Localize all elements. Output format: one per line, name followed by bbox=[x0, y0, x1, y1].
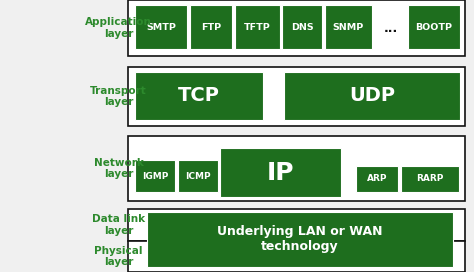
FancyBboxPatch shape bbox=[284, 72, 460, 120]
FancyBboxPatch shape bbox=[128, 67, 465, 126]
FancyBboxPatch shape bbox=[135, 5, 187, 49]
Text: SMTP: SMTP bbox=[146, 23, 176, 32]
FancyBboxPatch shape bbox=[128, 241, 465, 272]
Text: ...: ... bbox=[384, 21, 398, 35]
FancyBboxPatch shape bbox=[408, 5, 460, 49]
FancyBboxPatch shape bbox=[282, 5, 322, 49]
Text: FTP: FTP bbox=[201, 23, 221, 32]
Text: IGMP: IGMP bbox=[142, 172, 168, 181]
Text: TCP: TCP bbox=[178, 86, 220, 105]
Text: ARP: ARP bbox=[366, 174, 387, 183]
FancyBboxPatch shape bbox=[178, 160, 218, 192]
Text: Network
layer: Network layer bbox=[93, 158, 144, 180]
FancyBboxPatch shape bbox=[220, 148, 341, 197]
Text: Application
layer: Application layer bbox=[85, 17, 152, 39]
FancyBboxPatch shape bbox=[135, 160, 175, 192]
Text: UDP: UDP bbox=[349, 86, 395, 105]
FancyBboxPatch shape bbox=[325, 5, 372, 49]
Text: BOOTP: BOOTP bbox=[415, 23, 452, 32]
Text: IP: IP bbox=[267, 161, 295, 185]
FancyBboxPatch shape bbox=[401, 166, 459, 192]
FancyBboxPatch shape bbox=[128, 136, 465, 201]
Text: ICMP: ICMP bbox=[185, 172, 211, 181]
FancyBboxPatch shape bbox=[356, 166, 398, 192]
FancyBboxPatch shape bbox=[128, 0, 465, 56]
Text: Physical
layer: Physical layer bbox=[94, 246, 143, 267]
FancyBboxPatch shape bbox=[128, 209, 465, 241]
Text: Transport
layer: Transport layer bbox=[90, 86, 147, 107]
Text: RARP: RARP bbox=[416, 174, 443, 183]
Text: Data link
layer: Data link layer bbox=[92, 214, 145, 236]
Text: Underlying LAN or WAN
technology: Underlying LAN or WAN technology bbox=[217, 225, 383, 253]
FancyBboxPatch shape bbox=[190, 5, 232, 49]
FancyBboxPatch shape bbox=[135, 72, 263, 120]
Text: DNS: DNS bbox=[291, 23, 313, 32]
Text: SNMP: SNMP bbox=[333, 23, 364, 32]
FancyBboxPatch shape bbox=[235, 5, 280, 49]
FancyBboxPatch shape bbox=[147, 212, 453, 267]
Text: TFTP: TFTP bbox=[244, 23, 271, 32]
